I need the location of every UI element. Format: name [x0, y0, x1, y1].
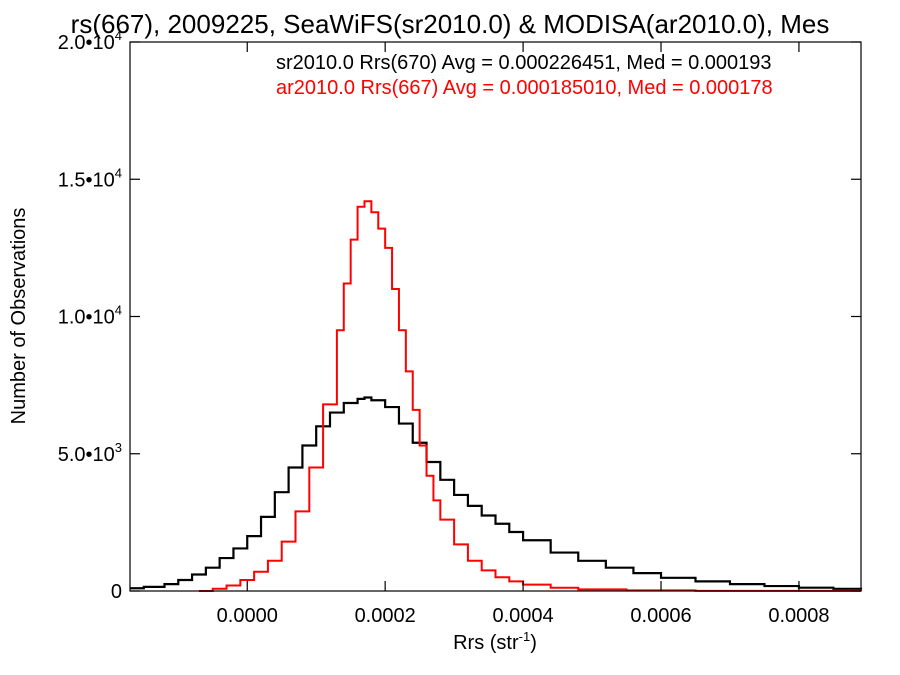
y-tick-mantissa: 0	[111, 581, 122, 603]
annotation-black: sr2010.0 Rrs(670) Avg = 0.000226451, Med…	[276, 52, 772, 74]
series-0-line	[130, 396, 863, 590]
y-tick-label: 1.5•104	[58, 165, 122, 191]
y-tick-label: 5.0•103	[58, 440, 122, 466]
y-tick-mantissa: 2.0•10	[58, 32, 115, 54]
plot-frame	[129, 41, 862, 592]
annotation-red: ar2010.0 Rrs(667) Avg = 0.000185010, Med…	[276, 77, 773, 99]
x-axis-label-close: )	[530, 632, 537, 654]
x-tick-label: 0.0006	[630, 605, 691, 627]
x-tick-label: 0.0004	[492, 605, 553, 627]
y-tick-label: 0	[111, 581, 122, 603]
y-tick-exponent: 4	[115, 165, 122, 180]
y-tick-exponent: 3	[115, 440, 122, 455]
series-1-line	[198, 200, 862, 592]
x-axis-label: Rrs (str-1)	[453, 629, 537, 654]
series-layer	[130, 200, 863, 592]
y-tick-label: 1.0•104	[58, 303, 122, 329]
chart-title: rs(667), 2009225, SeaWiFS(sr2010.0) & MO…	[71, 9, 830, 39]
y-tick-mantissa: 5.0•10	[58, 444, 115, 466]
x-axis-label-main: Rrs (str	[453, 632, 519, 654]
y-tick-exponent: 4	[115, 28, 122, 43]
y-tick-exponent: 4	[115, 303, 122, 318]
x-axis-label-sup: -1	[519, 629, 531, 644]
x-tick-label: 0.0002	[355, 605, 416, 627]
x-axis: 0.0000 0.0002 0.0004 0.0006 0.0008	[217, 42, 830, 627]
y-tick-mantissa: 1.0•10	[58, 307, 115, 329]
x-tick-label: 0.0008	[768, 605, 829, 627]
y-axis-label: Number of Observations	[8, 208, 30, 425]
y-tick-mantissa: 1.5•10	[58, 169, 115, 191]
y-tick-label: 2.0•104	[58, 28, 122, 54]
x-tick-label: 0.0000	[217, 605, 278, 627]
